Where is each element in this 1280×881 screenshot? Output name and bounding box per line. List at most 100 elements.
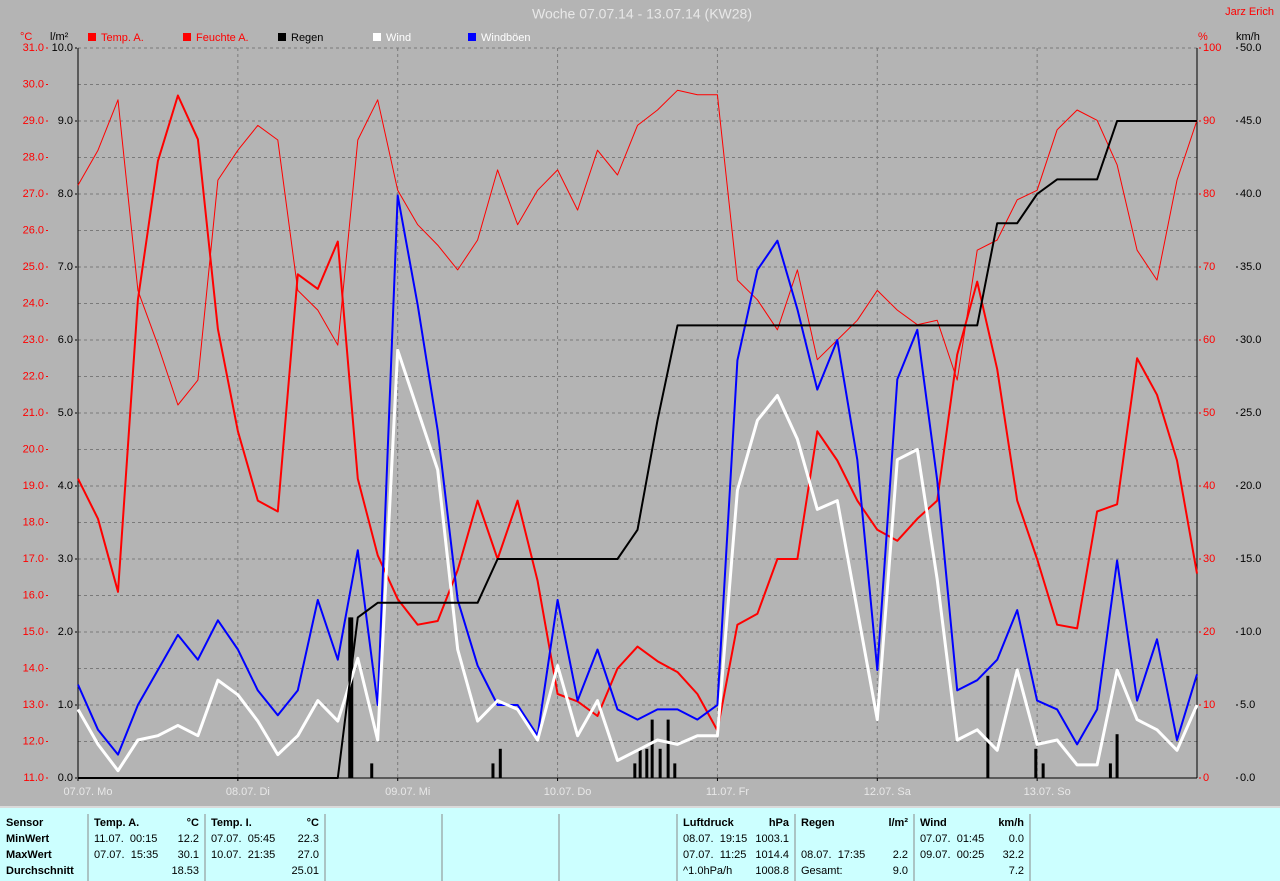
y-tick-label: 60 (1203, 334, 1215, 346)
y-tick-label: 40.0 (1240, 188, 1261, 200)
row-label: Sensor (6, 817, 44, 829)
row-label: MaxWert (6, 849, 52, 861)
y-tick-label: 20 (1203, 626, 1215, 638)
block-title: Regen (801, 817, 835, 829)
rain-bar (650, 719, 654, 778)
y-tick-label: 7.0 (58, 261, 73, 273)
stat-time: 08.07. 19:15 (683, 833, 747, 845)
y-tick-label: 16.0 (23, 589, 44, 601)
block-unit: °C (187, 817, 199, 829)
rain-bar (645, 748, 649, 778)
y-tick-label: 50.0 (1240, 42, 1261, 54)
stat-value: 1014.4 (755, 849, 789, 861)
y-tick-label: 27.0 (23, 188, 44, 200)
legend-label: Windböen (481, 32, 531, 44)
stat-time: 07.07. 11:25 (683, 849, 746, 861)
rain-bar (638, 748, 642, 778)
legend-swatch (183, 33, 191, 41)
stat-time: Gesamt: (801, 865, 843, 877)
axis-unit: km/h (1236, 31, 1260, 43)
rain-bar (666, 719, 670, 778)
block-title: Luftdruck (683, 817, 735, 829)
y-tick-label: 12.0 (23, 735, 44, 747)
rain-bar (350, 617, 354, 778)
block-title: Temp. I. (211, 817, 252, 829)
series-line (78, 120, 1197, 779)
y-tick-label: 1.0 (58, 699, 73, 711)
stat-value: 30.1 (178, 849, 199, 861)
y-tick-label: 40 (1203, 480, 1215, 492)
rain-bar (348, 617, 352, 778)
rain-bar (986, 675, 990, 778)
stat-value: 0.0 (1009, 833, 1024, 845)
rain-bar (498, 748, 502, 778)
row-label: Durchschnitt (6, 865, 74, 877)
y-tick-label: 30.0 (1240, 334, 1261, 346)
y-tick-label: 8.0 (58, 188, 73, 200)
legend-swatch (88, 33, 96, 41)
rain-bar (491, 763, 495, 778)
y-tick-label: 20.0 (23, 443, 44, 455)
y-tick-label: 100 (1203, 42, 1221, 54)
y-tick-label: 24.0 (23, 297, 44, 309)
y-tick-label: 0 (1203, 772, 1209, 784)
x-tick-label: 10.07. Do (544, 786, 592, 798)
legend-label: Feuchte A. (196, 32, 249, 44)
block-unit: °C (307, 817, 319, 829)
y-tick-label: 21.0 (23, 407, 44, 419)
y-tick-label: 29.0 (23, 115, 44, 127)
author: Jarz Erich (1225, 6, 1274, 18)
legend-label: Wind (386, 32, 411, 44)
axis-unit: l/m² (50, 31, 69, 43)
y-tick-label: 50 (1203, 407, 1215, 419)
y-tick-label: 18.0 (23, 516, 44, 528)
axis-unit: °C (20, 31, 32, 43)
block-unit: km/h (998, 817, 1024, 829)
y-tick-label: 23.0 (23, 334, 44, 346)
stat-time: 09.07. 00:25 (920, 849, 984, 861)
x-tick-label: 11.07. Fr (706, 786, 750, 798)
y-tick-label: 28.0 (23, 151, 44, 163)
y-tick-label: 31.0 (23, 42, 44, 54)
stats-table: Sensor MinWert MaxWert Durchschnitt Temp. A.… (6, 814, 1031, 881)
rain-bar (633, 763, 637, 778)
stat-time: 10.07. 21:35 (211, 849, 275, 861)
stat-value: 12.2 (178, 833, 199, 845)
y-tick-label: 13.0 (23, 699, 44, 711)
stat-value: 27.0 (298, 849, 319, 861)
stat-value: 22.3 (298, 833, 319, 845)
y-tick-label: 25.0 (1240, 407, 1261, 419)
stat-time: ^1.0hPa/h (683, 865, 732, 877)
rain-bar (658, 748, 662, 778)
stats-panel (0, 808, 1280, 881)
y-tick-label: 10.0 (52, 42, 73, 54)
stat-value: 1003.1 (755, 833, 789, 845)
y-tick-label: 25.0 (23, 261, 44, 273)
stat-value: 1008.8 (755, 865, 789, 877)
legend-swatch (278, 33, 286, 41)
y-tick-label: 30.0 (23, 78, 44, 90)
y-tick-label: 10.0 (1240, 626, 1261, 638)
y-tick-label: 10 (1203, 699, 1215, 711)
stat-value: 2.2 (893, 849, 908, 861)
y-tick-label: 14.0 (23, 662, 44, 674)
x-tick-label: 08.07. Di (226, 786, 270, 798)
series-line (76, 348, 1199, 773)
y-tick-label: 22.0 (23, 370, 44, 382)
rain-bar (1108, 763, 1112, 778)
stat-value: 18.53 (171, 865, 199, 877)
y-tick-label: 17.0 (23, 553, 44, 565)
y-tick-label: 0.0 (58, 772, 73, 784)
chart-title: Woche 07.07.14 - 13.07.14 (KW28) (532, 6, 752, 22)
x-tick-label: 09.07. Mi (385, 786, 430, 798)
axis-unit: % (1198, 31, 1208, 43)
y-tick-label: 19.0 (23, 480, 44, 492)
stat-time: 07.07. 05:45 (211, 833, 275, 845)
y-tick-label: 3.0 (58, 553, 73, 565)
y-tick-label: 35.0 (1240, 261, 1261, 273)
y-tick-label: 0.0 (1240, 772, 1255, 784)
block-unit: l/m² (888, 817, 908, 829)
rain-bar (1034, 748, 1038, 778)
row-label: MinWert (6, 833, 50, 845)
